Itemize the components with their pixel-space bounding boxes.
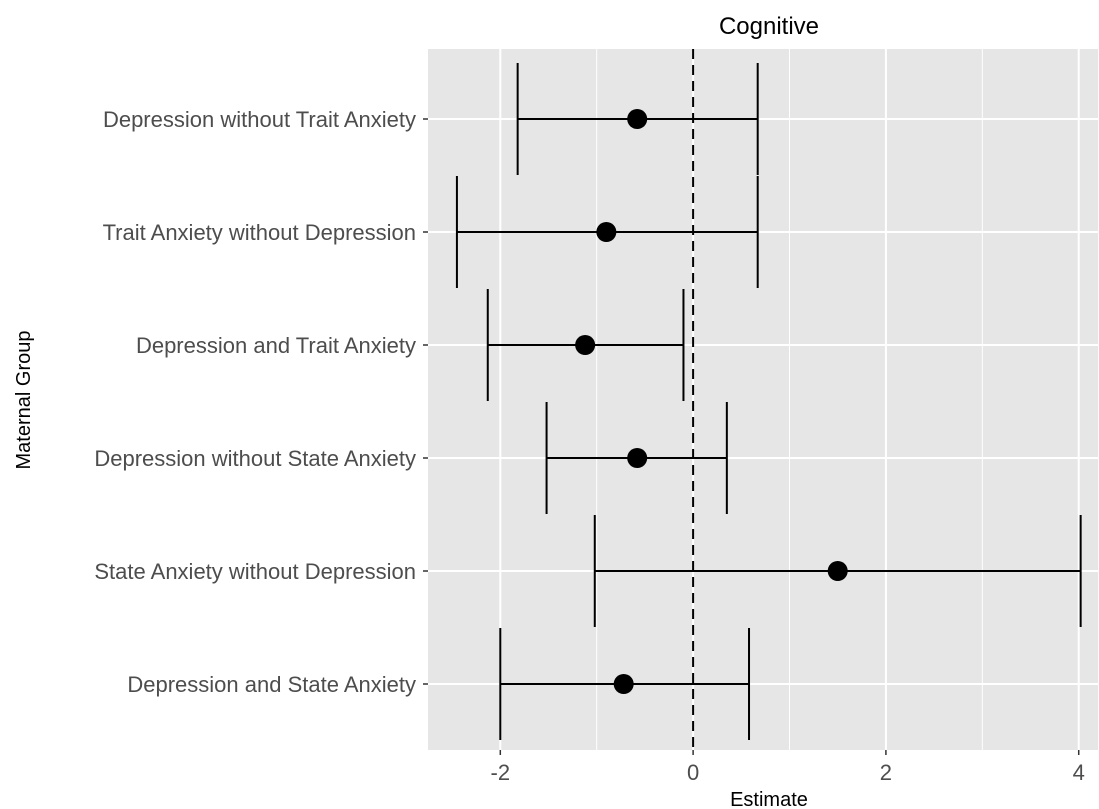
y-axis: Depression without Trait Anxiety Trait An… bbox=[94, 107, 428, 697]
x-tick-label: 0 bbox=[687, 760, 699, 785]
y-axis-title: Maternal Group bbox=[13, 331, 35, 470]
y-tick-label: Depression without Trait Anxiety bbox=[103, 107, 416, 132]
estimate-point bbox=[613, 674, 634, 694]
estimate-series bbox=[455, 63, 1082, 740]
x-axis: -2 0 2 4 bbox=[491, 750, 1085, 785]
plot-panel bbox=[428, 49, 1098, 750]
x-tick-label: -2 bbox=[491, 760, 511, 785]
x-axis-title: Estimate bbox=[730, 789, 808, 809]
major-gridlines bbox=[428, 49, 1098, 750]
chart-title: Cognitive bbox=[719, 13, 819, 40]
y-tick-label: State Anxiety without Depression bbox=[94, 559, 416, 584]
estimate-point bbox=[596, 222, 617, 242]
y-tick-label: Depression without State Anxiety bbox=[94, 446, 416, 471]
estimate-point bbox=[575, 335, 596, 355]
y-tick-label: Depression and Trait Anxiety bbox=[136, 333, 416, 358]
x-tick-label: 2 bbox=[880, 760, 892, 785]
estimate-point bbox=[627, 448, 648, 468]
y-tick-label: Depression and State Anxiety bbox=[127, 672, 416, 697]
x-tick-label: 4 bbox=[1073, 760, 1085, 785]
minor-gridlines bbox=[596, 49, 983, 750]
estimate-point bbox=[627, 109, 648, 129]
estimate-point bbox=[827, 561, 848, 581]
y-tick-label: Trait Anxiety without Depression bbox=[103, 220, 416, 245]
